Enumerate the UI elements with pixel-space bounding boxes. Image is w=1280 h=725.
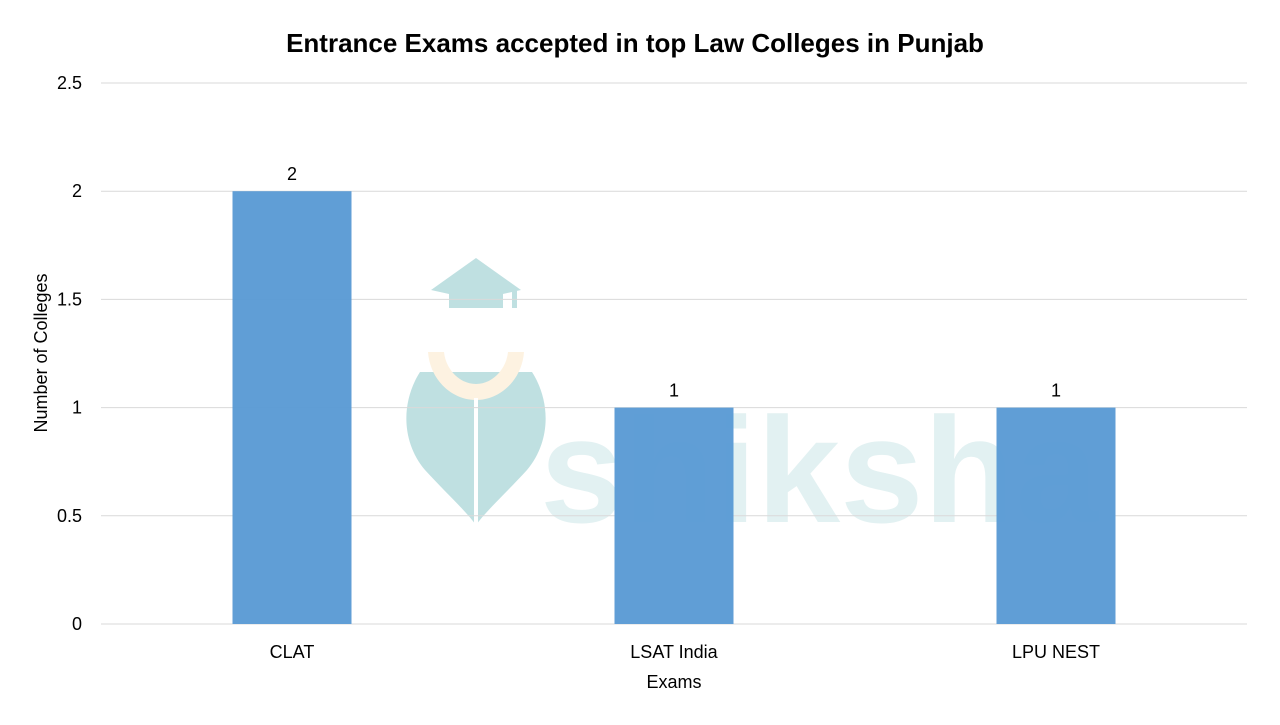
y-tick-label: 2 [72,181,82,201]
bar-data-label: 2 [287,164,297,184]
y-axis-title: Number of Colleges [31,273,51,432]
head-accent-shape [428,352,524,400]
x-tick-label: CLAT [270,642,315,662]
x-axis-title: Exams [646,672,701,692]
bar-data-label: 1 [669,381,679,401]
bar [614,407,734,624]
labels: 0 0.5 1 1.5 2 2.5 2 CLAT 1 LSAT India 1 LPU NEST [57,73,1100,662]
bars [232,191,1116,624]
y-tick-label: 0 [72,614,82,634]
bar [996,407,1116,624]
chart-title: Entrance Exams accepted in top Law Colle… [286,28,984,58]
y-tick-label: 1 [72,398,82,418]
y-tick-label: 2.5 [57,73,82,93]
bar-data-label: 1 [1051,381,1061,401]
y-tick-label: 0.5 [57,506,82,526]
x-tick-label: LSAT India [630,642,718,662]
x-tick-label: LPU NEST [1012,642,1100,662]
shiksha-watermark-logo: shiksha [406,258,1100,554]
bar [232,191,352,624]
y-tick-label: 1.5 [57,289,82,309]
graduation-cap-icon [431,258,521,300]
